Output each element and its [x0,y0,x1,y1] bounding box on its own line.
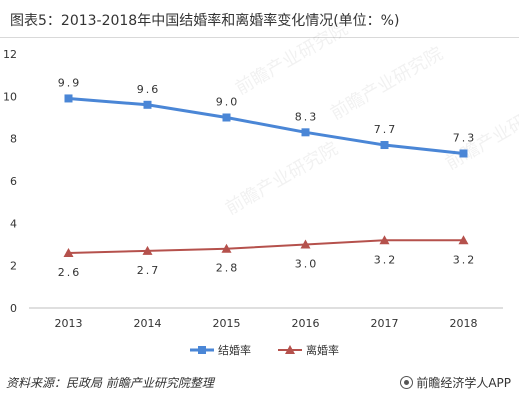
data-label: 3.0 [295,258,319,271]
y-tick-label: 8 [10,133,17,146]
data-point-marker [143,100,152,109]
data-point-marker [379,235,390,245]
legend-marker [285,345,295,354]
y-tick-label: 6 [10,175,17,188]
brand-logo-icon [400,376,414,389]
legend-label: 结婚率 [218,343,251,357]
source-note: 资料来源：民政局 前瞻产业研究院整理 [6,376,214,390]
data-point-marker [222,113,231,122]
brand-name: 前瞻经济学人APP [416,376,511,390]
data-label: 7.7 [374,123,398,136]
watermark-text: 前瞻产业研究院 [327,43,447,124]
data-point-marker [142,245,153,255]
data-point-marker [459,149,468,158]
data-point-marker [221,243,232,253]
data-label: 9.9 [58,76,82,89]
watermark-text: 前瞻产业研究院 [232,18,352,99]
legend-label: 离婚率 [306,343,339,357]
x-tick-label: 2017 [371,317,399,330]
data-point-marker [301,128,310,137]
data-label: 2.6 [58,266,82,279]
series-line-divorce [68,239,464,254]
x-tick-label: 2015 [213,317,241,330]
y-tick-label: 12 [3,48,17,61]
series-line-marriage [68,96,464,155]
data-label: 2.7 [137,264,161,277]
x-tick-label: 2018 [450,317,478,330]
data-label: 9.0 [216,96,240,109]
x-tick-label: 2014 [134,317,162,330]
data-point-marker [380,141,389,150]
title-divider [0,37,519,38]
data-point-marker [63,247,74,257]
legend-marker [198,346,206,354]
chart-title: 图表5：2013-2018年中国结婚率和离婚率变化情况(单位：%) [10,13,400,29]
y-tick-label: 2 [10,260,17,273]
data-label: 3.2 [374,253,398,266]
data-point-marker [458,235,469,245]
data-label: 8.3 [295,110,319,123]
x-tick-label: 2013 [55,317,83,330]
x-tick-label: 2016 [292,317,320,330]
watermark-text: 前瞻产业研究院 [222,138,342,219]
y-tick-label: 4 [10,217,17,230]
y-tick-label: 10 [3,90,17,103]
data-label: 9.6 [137,83,161,96]
y-tick-label: 0 [10,302,17,315]
data-point-marker [300,239,311,249]
brand-credit: 前瞻经济学人APP [400,374,511,391]
data-point-marker [64,94,73,103]
data-label: 3.2 [453,253,477,266]
data-label: 2.8 [216,262,240,275]
data-label: 7.3 [453,131,477,144]
